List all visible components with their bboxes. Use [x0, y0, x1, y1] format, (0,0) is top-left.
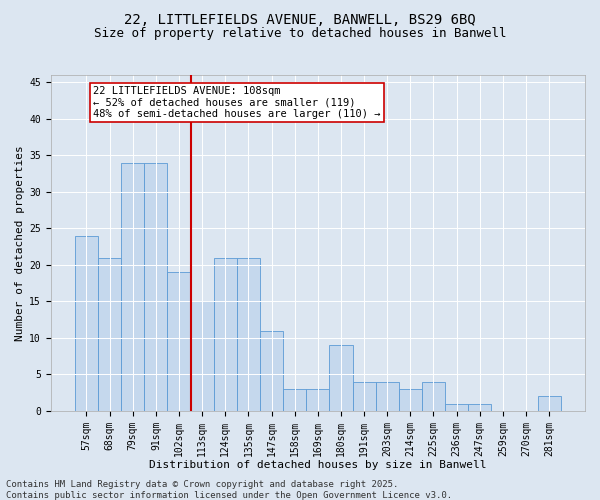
Bar — [191, 302, 214, 411]
Bar — [445, 404, 468, 411]
Bar — [376, 382, 399, 411]
Bar — [98, 258, 121, 411]
Bar — [353, 382, 376, 411]
Bar — [121, 162, 145, 411]
X-axis label: Distribution of detached houses by size in Banwell: Distribution of detached houses by size … — [149, 460, 487, 470]
Bar — [75, 236, 98, 411]
Bar — [329, 345, 353, 411]
Bar — [283, 389, 306, 411]
Bar — [306, 389, 329, 411]
Bar — [167, 272, 191, 411]
Bar — [538, 396, 561, 411]
Text: 22, LITTLEFIELDS AVENUE, BANWELL, BS29 6BQ: 22, LITTLEFIELDS AVENUE, BANWELL, BS29 6… — [124, 12, 476, 26]
Text: Contains HM Land Registry data © Crown copyright and database right 2025.
Contai: Contains HM Land Registry data © Crown c… — [6, 480, 452, 500]
Text: 22 LITTLEFIELDS AVENUE: 108sqm
← 52% of detached houses are smaller (119)
48% of: 22 LITTLEFIELDS AVENUE: 108sqm ← 52% of … — [94, 86, 381, 119]
Bar — [399, 389, 422, 411]
Text: Size of property relative to detached houses in Banwell: Size of property relative to detached ho… — [94, 28, 506, 40]
Bar — [237, 258, 260, 411]
Bar — [214, 258, 237, 411]
Bar — [422, 382, 445, 411]
Bar — [260, 330, 283, 411]
Bar — [145, 162, 167, 411]
Y-axis label: Number of detached properties: Number of detached properties — [15, 145, 25, 341]
Bar — [468, 404, 491, 411]
